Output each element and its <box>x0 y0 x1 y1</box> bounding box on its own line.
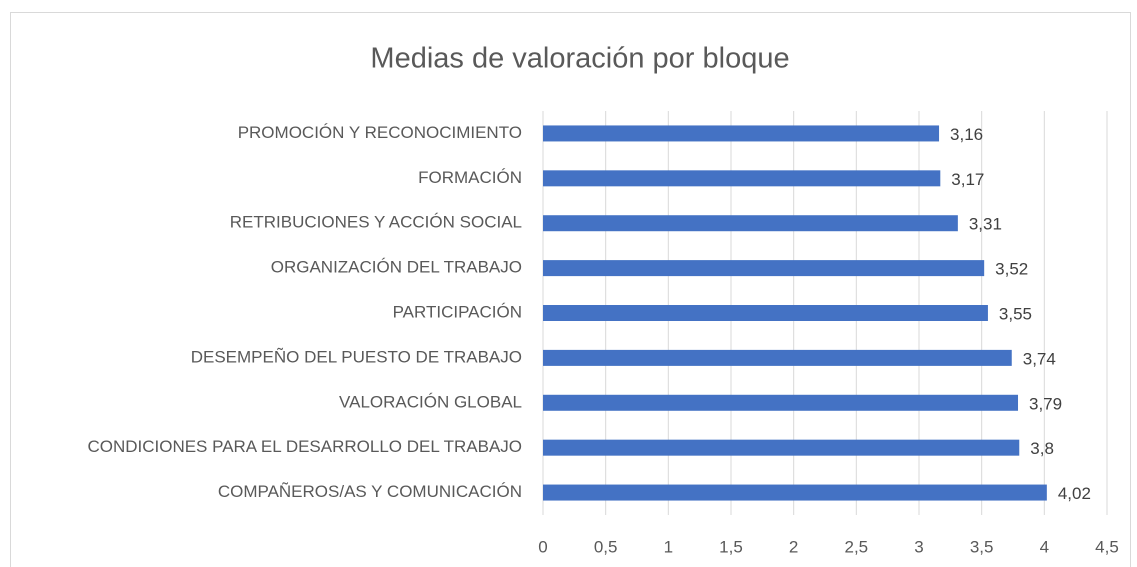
data-label: 3,79 <box>1029 394 1062 413</box>
data-label: 3,52 <box>995 260 1028 279</box>
y-tick-label: PARTICIPACIÓN <box>393 302 522 321</box>
x-tick-label: 3 <box>914 537 923 556</box>
bar <box>543 349 1012 366</box>
data-label: 3,31 <box>969 215 1002 234</box>
data-label: 3,17 <box>951 170 984 189</box>
data-label: 3,8 <box>1030 439 1054 458</box>
data-label: 3,16 <box>950 125 983 144</box>
y-tick-label: RETRIBUCIONES Y ACCIÓN SOCIAL <box>230 213 522 232</box>
y-tick-label: CONDICIONES PARA EL DESARROLLO DEL TRABA… <box>87 437 522 456</box>
chart-border <box>10 12 1131 567</box>
x-tick-label: 3,5 <box>970 537 994 556</box>
y-tick-label: COMPAÑEROS/AS Y COMUNICACIÓN <box>218 482 522 501</box>
data-label: 4,02 <box>1058 484 1091 503</box>
bar <box>543 394 1019 411</box>
y-tick-label: ORGANIZACIÓN DEL TRABAJO <box>271 258 522 277</box>
bar <box>543 439 1020 456</box>
bar <box>543 260 985 277</box>
bar <box>543 215 958 232</box>
bar <box>543 484 1047 501</box>
x-tick-label: 4,5 <box>1095 537 1119 556</box>
data-label: 3,74 <box>1023 349 1056 368</box>
bar <box>543 170 941 187</box>
chart-title: Medias de valoración por bloque <box>370 43 789 75</box>
x-tick-label: 1 <box>664 537 673 556</box>
data-label: 3,55 <box>999 304 1032 323</box>
bar <box>543 125 940 142</box>
x-tick-label: 2 <box>789 537 798 556</box>
bar <box>543 305 988 321</box>
x-tick-label: 2,5 <box>845 537 869 556</box>
y-tick-label: FORMACIÓN <box>418 168 522 187</box>
y-tick-label: PROMOCIÓN Y RECONOCIMIENTO <box>238 123 522 142</box>
y-tick-label: VALORACIÓN GLOBAL <box>339 392 522 411</box>
x-tick-label: 0 <box>538 537 547 556</box>
x-tick-label: 1,5 <box>719 537 743 556</box>
x-tick-label: 0,5 <box>594 537 618 556</box>
y-tick-label: DESEMPEÑO DEL PUESTO DE TRABAJO <box>191 347 522 366</box>
x-tick-label: 4 <box>1040 537 1049 556</box>
